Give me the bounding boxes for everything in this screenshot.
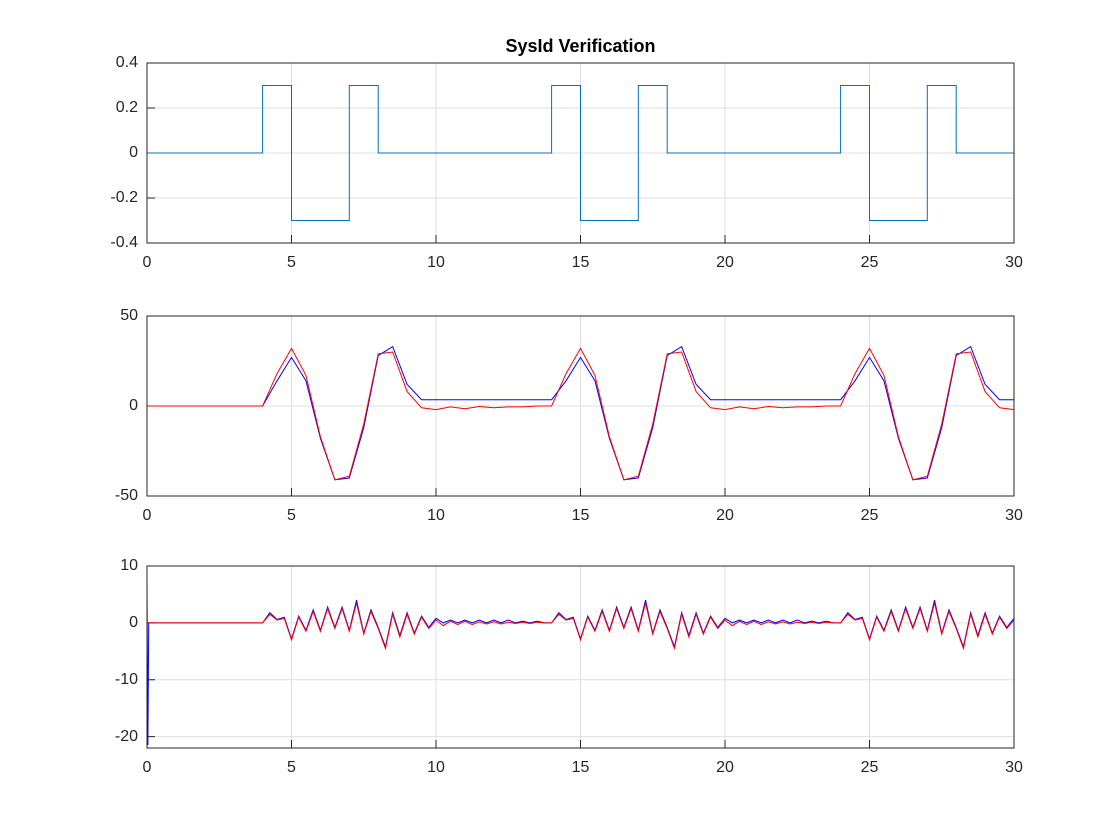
y-tick-label: 0 xyxy=(129,614,138,631)
x-tick-label: 10 xyxy=(427,507,445,524)
x-tick-label: 15 xyxy=(572,507,590,524)
x-tick-label: 25 xyxy=(861,507,879,524)
y-tick-label: 0.4 xyxy=(116,54,138,71)
y-tick-label: 0 xyxy=(129,397,138,414)
x-tick-label: 0 xyxy=(143,759,152,776)
chart-title: SysId Verification xyxy=(505,36,655,56)
x-tick-label: 30 xyxy=(1005,254,1023,271)
x-tick-label: 5 xyxy=(287,254,296,271)
x-tick-label: 5 xyxy=(287,759,296,776)
x-tick-label: 20 xyxy=(716,254,734,271)
data-line xyxy=(147,345,1014,481)
data-line xyxy=(147,602,1015,651)
data-line xyxy=(147,347,1015,481)
x-tick-label: 20 xyxy=(716,507,734,524)
axes-box xyxy=(146,62,1015,244)
y-tick-label: 10 xyxy=(120,557,138,574)
y-tick-label: -10 xyxy=(115,671,138,688)
y-tick-label: 50 xyxy=(120,307,138,324)
x-tick-label: 30 xyxy=(1005,759,1023,776)
y-tick-label: 0 xyxy=(129,144,138,161)
y-tick-label: -0.4 xyxy=(110,234,138,251)
x-tick-label: 15 xyxy=(572,254,590,271)
x-tick-label: 30 xyxy=(1005,507,1023,524)
x-tick-label: 0 xyxy=(143,507,152,524)
x-tick-label: 10 xyxy=(427,759,445,776)
y-tick-label: 0.2 xyxy=(116,99,138,116)
axes-box xyxy=(146,565,1015,749)
x-tick-label: 5 xyxy=(287,507,296,524)
data-line xyxy=(147,85,1014,221)
y-tick-label: -20 xyxy=(115,728,138,745)
y-tick-label: -50 xyxy=(115,487,138,504)
x-tick-label: 25 xyxy=(861,254,879,271)
x-tick-label: 10 xyxy=(427,254,445,271)
x-tick-label: 25 xyxy=(861,759,879,776)
y-tick-label: -0.2 xyxy=(110,189,138,206)
axes-box xyxy=(146,315,1015,497)
x-tick-label: 20 xyxy=(716,759,734,776)
x-tick-label: 15 xyxy=(572,759,590,776)
x-tick-label: 0 xyxy=(143,254,152,271)
